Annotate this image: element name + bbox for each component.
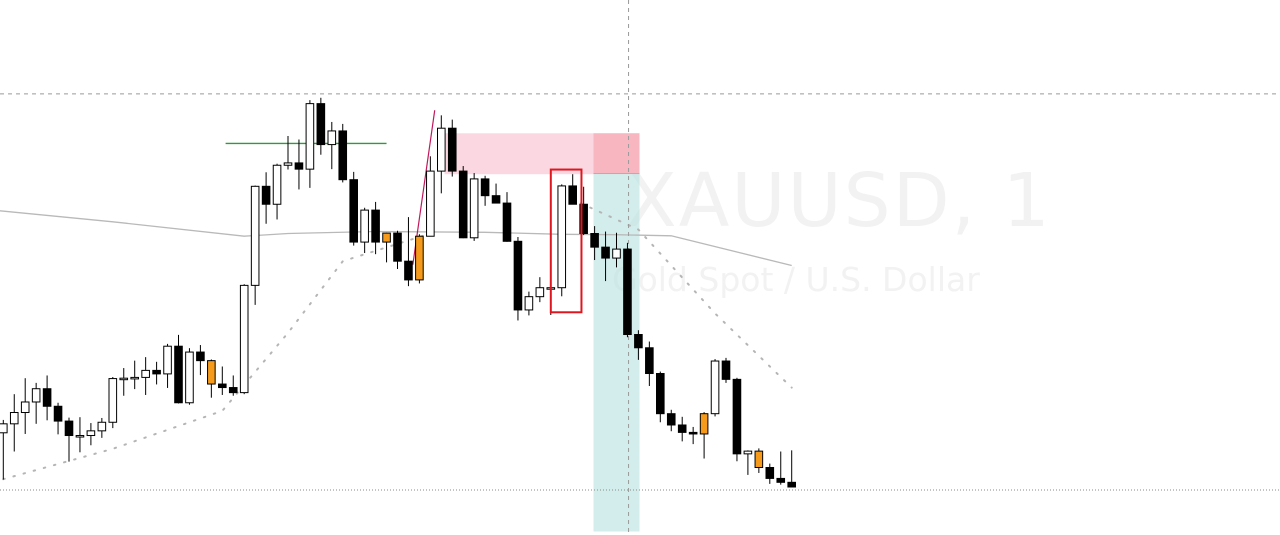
candle-body[interactable] [469, 178, 479, 239]
signal-box-layer [549, 168, 583, 314]
candle-body[interactable] [458, 170, 468, 239]
candle-body[interactable] [656, 373, 665, 415]
candle-body[interactable] [42, 388, 52, 407]
candle-body[interactable] [0, 423, 8, 434]
take-profit-zone[interactable] [593, 173, 640, 532]
candle-body[interactable] [108, 378, 118, 423]
candle-body[interactable] [699, 413, 709, 435]
candle-body[interactable] [612, 248, 621, 259]
candle-body[interactable] [677, 424, 687, 433]
candle-body[interactable] [688, 431, 698, 435]
candle-body[interactable] [207, 360, 216, 385]
candle-body[interactable] [185, 351, 194, 404]
candle-body[interactable] [327, 130, 337, 146]
candle-body[interactable] [732, 378, 742, 455]
candle-body[interactable] [645, 347, 654, 375]
candle-body[interactable] [579, 203, 588, 234]
candle-body[interactable] [568, 185, 578, 205]
candle-body[interactable] [239, 284, 249, 394]
candle-body[interactable] [64, 420, 74, 437]
candle-body[interactable] [97, 421, 107, 432]
candle-body[interactable] [86, 430, 96, 437]
candle-body[interactable] [294, 162, 304, 170]
candle-body[interactable] [404, 260, 413, 281]
candle-body[interactable] [513, 240, 523, 311]
candle-body[interactable] [502, 202, 512, 242]
candle-body[interactable] [447, 127, 457, 172]
candle-body[interactable] [250, 185, 260, 286]
candle-body[interactable] [623, 248, 632, 336]
candle-body[interactable] [776, 477, 786, 483]
candle-body[interactable] [754, 450, 764, 468]
candle-body[interactable] [119, 377, 129, 381]
candle-body[interactable] [480, 178, 490, 197]
candle-body[interactable] [9, 412, 19, 425]
candle-body[interactable] [491, 195, 501, 204]
symbol-watermark: XAUUSD, 1 [626, 158, 1052, 244]
candle-body[interactable] [590, 233, 599, 248]
candle-body[interactable] [535, 287, 545, 298]
candle-body[interactable] [557, 185, 567, 289]
candle-body[interactable] [601, 246, 610, 259]
candle-body[interactable] [710, 360, 720, 415]
candle-body[interactable] [130, 376, 139, 380]
candle-body[interactable] [393, 232, 402, 262]
candle-body[interactable] [272, 164, 282, 205]
candle-body[interactable] [163, 345, 172, 375]
candle-body[interactable] [196, 351, 205, 362]
candle-body[interactable] [360, 209, 369, 243]
dotted-indicator-0 [2, 232, 432, 481]
candle-body[interactable] [765, 467, 775, 479]
dotted-indicator-layer [2, 193, 793, 481]
candle-body[interactable] [316, 103, 326, 146]
candle-body[interactable] [53, 405, 63, 422]
candle-body[interactable] [415, 235, 424, 281]
candle-body[interactable] [634, 334, 643, 349]
candle-body[interactable] [152, 369, 161, 375]
candle-body[interactable] [75, 435, 85, 438]
candle-body[interactable] [371, 209, 380, 243]
candle-body[interactable] [721, 360, 731, 380]
candle-body[interactable] [524, 296, 534, 311]
candles-layer [0, 97, 797, 488]
candle-body[interactable] [174, 345, 183, 404]
candle-body[interactable] [437, 127, 446, 172]
candle-body[interactable] [283, 162, 293, 166]
candle-body[interactable] [261, 185, 271, 205]
candle-body[interactable] [228, 387, 238, 394]
candle-body[interactable] [349, 179, 358, 243]
candle-body[interactable] [787, 481, 797, 488]
candle-body[interactable] [305, 103, 315, 170]
candle-body[interactable] [20, 401, 30, 414]
candle-body[interactable] [338, 130, 348, 181]
candle-body[interactable] [426, 170, 435, 237]
signal-box[interactable] [549, 168, 583, 314]
candle-body[interactable] [141, 369, 150, 378]
candle-body[interactable] [31, 388, 41, 403]
stop-loss-zone[interactable] [593, 133, 640, 174]
candle-body[interactable] [218, 383, 227, 389]
description-watermark: Gold Spot / U.S. Dollar [612, 260, 980, 299]
candle-body[interactable] [743, 450, 753, 455]
dotted-indicator-1 [560, 193, 793, 389]
candle-body[interactable] [666, 413, 676, 426]
candle-body[interactable] [382, 232, 391, 243]
